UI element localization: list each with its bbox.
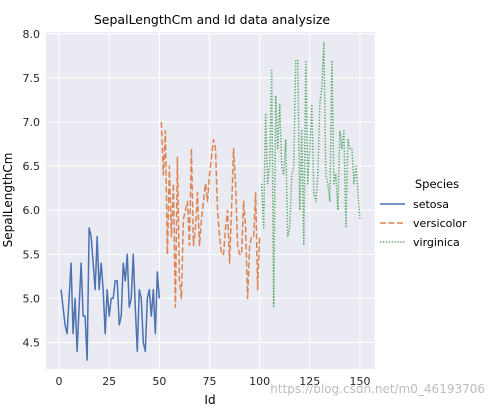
legend: Species setosa versicolor virginica bbox=[380, 177, 467, 249]
x-tick-label: 25 bbox=[102, 375, 116, 388]
series-line-virginica bbox=[260, 41, 361, 308]
y-axis-label: SepalLengthCm bbox=[1, 153, 15, 248]
y-tick-label: 8.0 bbox=[23, 28, 41, 41]
series-line-versicolor bbox=[160, 121, 261, 308]
x-tick-label: 50 bbox=[152, 375, 166, 388]
x-tick-label: 75 bbox=[202, 375, 216, 388]
y-tick-label: 5.5 bbox=[23, 248, 41, 261]
x-tick-label: 100 bbox=[249, 375, 270, 388]
legend-title: Species bbox=[415, 177, 459, 191]
plot-area bbox=[46, 32, 375, 369]
legend-label-virginica: virginica bbox=[413, 236, 460, 249]
x-axis-label: Id bbox=[204, 393, 215, 407]
legend-label-setosa: setosa bbox=[413, 198, 449, 211]
x-tick-label: 0 bbox=[56, 375, 63, 388]
x-tick-label: 125 bbox=[299, 375, 320, 388]
series-lines bbox=[60, 41, 361, 361]
x-tick-labels: 0 25 50 75 100 125 150 bbox=[56, 375, 371, 388]
series-line-setosa bbox=[60, 227, 161, 361]
y-tick-label: 7.0 bbox=[23, 116, 41, 129]
y-tick-label: 4.5 bbox=[23, 337, 41, 350]
y-tick-labels: 4.5 5.0 5.5 6.0 6.5 7.0 7.5 8.0 bbox=[23, 28, 41, 350]
y-tick-label: 7.5 bbox=[23, 72, 41, 85]
y-tick-label: 6.0 bbox=[23, 204, 41, 217]
watermark: https://blog.csdn.net/m0_46193706 bbox=[270, 382, 485, 396]
grid bbox=[46, 32, 375, 369]
legend-label-versicolor: versicolor bbox=[413, 217, 467, 230]
y-tick-label: 6.5 bbox=[23, 160, 41, 173]
y-tick-label: 5.0 bbox=[23, 292, 41, 305]
x-tick-label: 150 bbox=[349, 375, 370, 388]
chart-title: SepalLengthCm and Id data analysize bbox=[94, 12, 331, 27]
